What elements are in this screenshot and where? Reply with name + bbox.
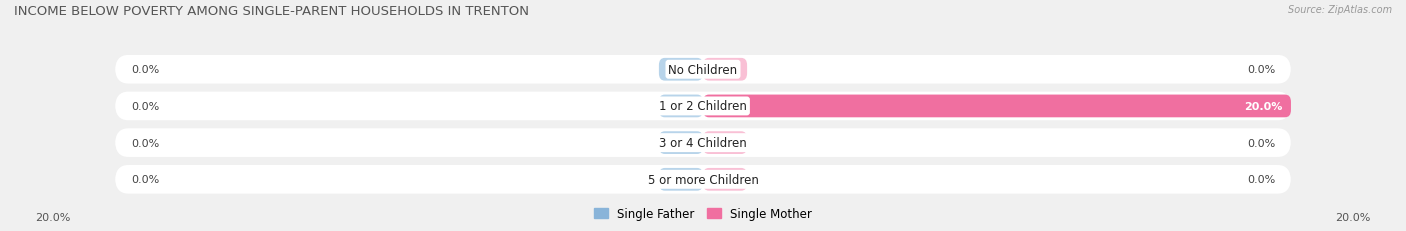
Text: 5 or more Children: 5 or more Children <box>648 173 758 186</box>
FancyBboxPatch shape <box>115 56 1291 84</box>
Text: 0.0%: 0.0% <box>131 101 159 111</box>
FancyBboxPatch shape <box>659 132 703 154</box>
Text: No Children: No Children <box>668 64 738 76</box>
FancyBboxPatch shape <box>115 129 1291 157</box>
Text: 0.0%: 0.0% <box>1247 138 1275 148</box>
Text: 0.0%: 0.0% <box>131 65 159 75</box>
FancyBboxPatch shape <box>115 165 1291 194</box>
Text: 0.0%: 0.0% <box>131 175 159 185</box>
FancyBboxPatch shape <box>703 132 747 154</box>
Text: 0.0%: 0.0% <box>1247 65 1275 75</box>
Legend: Single Father, Single Mother: Single Father, Single Mother <box>589 203 817 225</box>
Text: 0.0%: 0.0% <box>1247 175 1275 185</box>
Text: 20.0%: 20.0% <box>1244 101 1282 111</box>
Text: 1 or 2 Children: 1 or 2 Children <box>659 100 747 113</box>
FancyBboxPatch shape <box>659 95 703 118</box>
FancyBboxPatch shape <box>703 95 1291 118</box>
Text: 20.0%: 20.0% <box>1336 212 1371 222</box>
Text: 0.0%: 0.0% <box>131 138 159 148</box>
FancyBboxPatch shape <box>703 59 747 81</box>
FancyBboxPatch shape <box>703 168 747 191</box>
FancyBboxPatch shape <box>659 59 703 81</box>
Text: Source: ZipAtlas.com: Source: ZipAtlas.com <box>1288 5 1392 15</box>
FancyBboxPatch shape <box>115 92 1291 121</box>
Text: 3 or 4 Children: 3 or 4 Children <box>659 137 747 149</box>
Text: 20.0%: 20.0% <box>35 212 70 222</box>
Text: INCOME BELOW POVERTY AMONG SINGLE-PARENT HOUSEHOLDS IN TRENTON: INCOME BELOW POVERTY AMONG SINGLE-PARENT… <box>14 5 529 18</box>
FancyBboxPatch shape <box>659 168 703 191</box>
